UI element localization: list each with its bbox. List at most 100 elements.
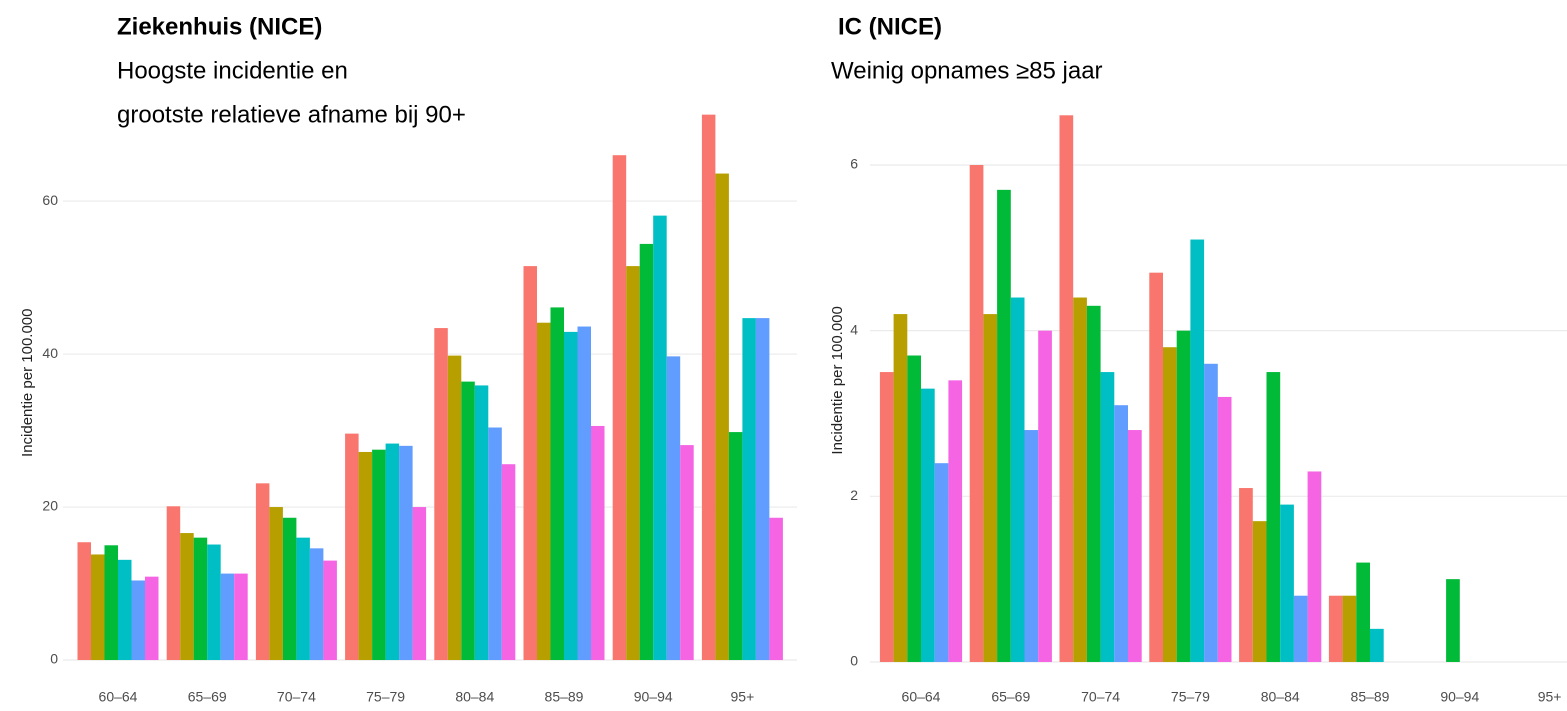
x-tick-label: 65–69 <box>188 689 227 705</box>
bar <box>282 517 297 661</box>
bar <box>145 576 159 661</box>
bar <box>1038 330 1052 662</box>
bar <box>255 483 270 661</box>
subtitle: grootste relatieve afname bij 90+ <box>117 101 466 128</box>
bar <box>399 445 413 661</box>
bar <box>577 326 591 661</box>
x-tick-label: 90–94 <box>1440 689 1479 705</box>
bar <box>474 385 489 661</box>
x-tick-label: 85–89 <box>545 689 584 705</box>
bar <box>234 573 248 661</box>
bar <box>180 533 194 661</box>
bar <box>1266 372 1281 662</box>
bar <box>91 554 105 661</box>
bar <box>550 307 564 661</box>
y-tick-label: 20 <box>42 498 58 514</box>
bar <box>1370 628 1384 662</box>
bar <box>1024 430 1039 662</box>
bar <box>1128 430 1142 662</box>
y-tick-label: 2 <box>850 487 858 503</box>
bar <box>1446 579 1460 662</box>
y-tick-label: 60 <box>42 192 58 208</box>
bar <box>166 506 181 661</box>
bar <box>104 545 118 661</box>
y-tick-label: 40 <box>42 345 58 361</box>
bar <box>907 355 921 662</box>
bar <box>385 443 400 661</box>
x-tick-label: 95+ <box>1538 689 1562 705</box>
bar <box>412 507 427 661</box>
bar <box>1252 521 1267 662</box>
bar <box>653 215 667 661</box>
bar <box>1176 330 1191 662</box>
x-tick-label: 80–84 <box>455 689 494 705</box>
x-tick-label: 70–74 <box>1081 689 1120 705</box>
bar <box>131 580 145 661</box>
bar <box>769 517 783 661</box>
bar <box>207 544 221 661</box>
bar <box>1204 363 1218 662</box>
bar <box>934 463 949 662</box>
bar <box>1217 396 1232 662</box>
bar <box>564 331 578 661</box>
bar <box>1328 595 1343 662</box>
bar <box>434 328 448 661</box>
bar <box>701 114 716 661</box>
chart-title: Ziekenhuis (NICE) <box>117 13 322 40</box>
y-tick-label: 0 <box>850 653 858 669</box>
chart-title: IC (NICE) <box>838 13 942 40</box>
bar <box>488 427 502 661</box>
bar <box>755 318 770 661</box>
x-tick-label: 60–64 <box>99 689 138 705</box>
bar <box>296 537 310 661</box>
bar <box>1163 347 1177 662</box>
bar <box>879 372 894 662</box>
x-tick-label: 65–69 <box>991 689 1030 705</box>
bar <box>1293 595 1308 662</box>
bar <box>1190 239 1205 662</box>
bar <box>501 464 516 661</box>
bar <box>1059 115 1074 662</box>
bar <box>948 380 963 662</box>
bar <box>1307 471 1322 662</box>
bar <box>461 381 475 661</box>
x-tick-label: 85–89 <box>1351 689 1390 705</box>
bar <box>1342 595 1357 662</box>
x-tick-label: 70–74 <box>277 689 316 705</box>
bar <box>523 266 537 661</box>
y-tick-label: 0 <box>50 651 58 667</box>
bar <box>591 425 605 661</box>
bar <box>1280 504 1294 662</box>
x-tick-label: 80–84 <box>1261 689 1300 705</box>
bar <box>921 388 935 662</box>
x-tick-label: 60–64 <box>902 689 941 705</box>
bar <box>680 445 694 661</box>
y-tick-label: 4 <box>850 321 858 337</box>
bar <box>639 243 654 661</box>
bar <box>1239 488 1253 662</box>
bar <box>193 537 208 661</box>
bar <box>1149 272 1163 662</box>
bar <box>715 173 729 661</box>
bar <box>323 560 337 661</box>
bar <box>666 356 681 661</box>
x-tick-label: 95+ <box>731 689 755 705</box>
bar <box>372 449 386 661</box>
y-axis-label: Incidentie per 100.000 <box>19 309 36 457</box>
bar <box>1114 405 1128 662</box>
bar <box>742 318 756 661</box>
bar <box>612 155 627 661</box>
bar <box>118 559 132 661</box>
bar <box>728 432 743 661</box>
bar <box>1010 297 1025 662</box>
bar <box>345 433 359 661</box>
bar <box>969 164 984 662</box>
bar <box>626 266 640 661</box>
bar <box>1356 562 1370 662</box>
bar <box>309 548 324 661</box>
bar <box>447 355 462 661</box>
bar <box>220 573 235 661</box>
bar <box>77 542 91 661</box>
